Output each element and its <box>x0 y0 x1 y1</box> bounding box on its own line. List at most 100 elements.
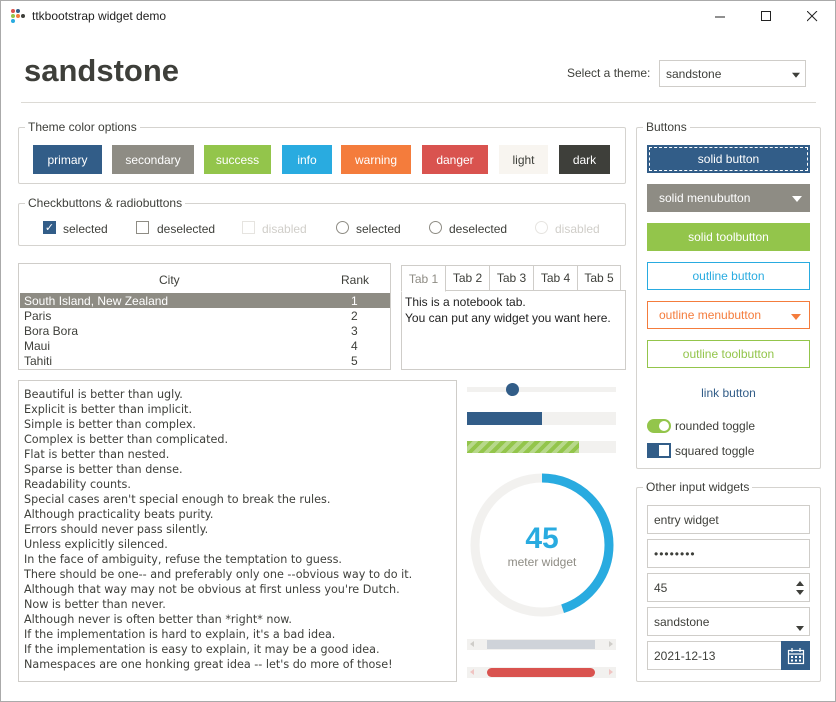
city-cell: Bora Bora <box>24 324 79 338</box>
outline-menubutton[interactable]: outline menubutton <box>647 301 810 329</box>
table-row[interactable]: South Island, New Zealand 1 <box>20 293 390 308</box>
radio-disabled-label: disabled <box>555 222 600 236</box>
tab-5[interactable]: Tab 5 <box>577 265 621 291</box>
table-row[interactable]: Paris 2 <box>20 308 390 323</box>
table-row[interactable]: Bora Bora 3 <box>20 323 390 338</box>
spinbox-value: 45 <box>654 580 668 595</box>
color-button-info[interactable]: info <box>282 145 332 174</box>
checks-title: Checkbuttons & radiobuttons <box>25 196 186 210</box>
password-value: •••••••• <box>654 546 696 561</box>
radio-deselected[interactable] <box>429 221 442 234</box>
city-cell: Tahiti <box>24 354 53 368</box>
spin-up-icon[interactable] <box>796 581 804 586</box>
color-button-primary[interactable]: primary <box>33 145 102 174</box>
text-line: Flat is better than nested. <box>24 448 170 461</box>
theme-select-combo[interactable]: sandstone <box>659 60 806 87</box>
text-line: Now is better than never. <box>24 598 166 611</box>
scroll-left-icon[interactable] <box>470 669 474 675</box>
rank-cell: 4 <box>351 339 358 353</box>
color-button-warning[interactable]: warning <box>341 145 411 174</box>
radio-selected-label: selected <box>356 222 401 236</box>
scale-track[interactable] <box>467 387 616 392</box>
scrollbar-thumb[interactable] <box>487 640 595 649</box>
rank-cell: 2 <box>351 309 358 323</box>
maximize-button[interactable] <box>743 1 789 32</box>
checks-frame: Checkbuttons & radiobuttons <box>18 196 626 246</box>
chevron-down-icon <box>791 314 801 320</box>
tab-3[interactable]: Tab 3 <box>489 265 534 291</box>
minimize-button[interactable] <box>697 1 743 32</box>
progressbar <box>467 412 616 425</box>
checkbox-selected[interactable]: ✓ <box>43 221 56 234</box>
color-button-light[interactable]: light <box>499 145 548 174</box>
chevron-down-icon <box>792 72 800 78</box>
combobox-value: sandstone <box>654 614 710 629</box>
column-header-rank[interactable]: Rank <box>341 273 370 287</box>
solid-menubutton-label: solid menubutton <box>659 191 751 205</box>
table-row[interactable]: Maui 4 <box>20 338 390 353</box>
text-line: Special cases aren't special enough to b… <box>24 493 331 506</box>
chevron-down-icon <box>796 626 804 631</box>
column-header-city[interactable]: City <box>159 273 180 287</box>
table-row[interactable]: Tahiti 5 <box>20 353 390 368</box>
outline-button[interactable]: outline button <box>647 262 810 290</box>
toggle-knob <box>659 445 669 456</box>
meter-arc <box>470 473 614 617</box>
password-field[interactable]: •••••••• <box>647 539 810 568</box>
radio-selected[interactable] <box>336 221 349 234</box>
text-line: Complex is better than complicated. <box>24 433 229 446</box>
close-button[interactable] <box>789 1 835 32</box>
meter-value: 45 <box>525 522 559 555</box>
checkbox-deselected-label: deselected <box>157 222 216 236</box>
solid-button[interactable]: solid button <box>647 145 810 173</box>
striped-progressbar-fill <box>467 441 579 453</box>
date-entry[interactable]: 2021-12-13 <box>647 641 782 670</box>
scrollbar-thumb[interactable] <box>487 668 595 677</box>
text-line: Errors should never pass silently. <box>24 523 209 536</box>
combobox[interactable]: sandstone <box>647 607 810 636</box>
zen-text-area[interactable] <box>18 380 457 682</box>
city-table[interactable]: City Rank South Island, New Zealand 1 Pari… <box>18 263 391 370</box>
theme-colors-frame: Theme color options <box>18 120 626 184</box>
squared-toggle[interactable] <box>647 443 671 458</box>
outline-toolbutton[interactable]: outline toolbutton <box>647 340 810 368</box>
color-button-success[interactable]: success <box>204 145 271 174</box>
color-button-secondary[interactable]: secondary <box>112 145 194 174</box>
solid-toolbutton[interactable]: solid toolbutton <box>647 223 810 251</box>
window-title: ttkbootstrap widget demo <box>32 9 167 23</box>
color-button-danger[interactable]: danger <box>422 145 488 174</box>
spinbox[interactable]: 45 <box>647 573 810 602</box>
radio-deselected-label: deselected <box>449 222 508 236</box>
date-picker-button[interactable] <box>781 641 810 670</box>
close-icon <box>806 11 817 22</box>
rounded-toggle[interactable] <box>647 419 671 433</box>
city-cell: Paris <box>24 309 52 323</box>
calendar-icon <box>787 647 804 664</box>
entry-widget[interactable]: entry widget <box>647 505 810 534</box>
link-button[interactable]: link button <box>701 386 756 400</box>
color-button-dark[interactable]: dark <box>559 145 610 174</box>
scale-handle[interactable] <box>505 383 519 396</box>
rounded-scrollbar[interactable] <box>467 667 616 678</box>
rank-cell: 1 <box>351 294 358 308</box>
city-cell: Maui <box>24 339 51 353</box>
text-line: There should be one-- and preferably onl… <box>24 568 413 581</box>
maximize-icon <box>760 11 771 21</box>
text-line: Although that way may not be obvious at … <box>24 583 400 596</box>
checkbox-disabled <box>242 221 255 234</box>
scroll-right-icon[interactable] <box>609 641 613 647</box>
tab-1[interactable]: Tab 1 <box>401 265 446 292</box>
spin-down-icon[interactable] <box>796 590 804 595</box>
outline-menubutton-label: outline menubutton <box>659 308 762 322</box>
scroll-right-icon[interactable] <box>609 669 613 675</box>
horizontal-scrollbar[interactable] <box>467 639 616 650</box>
tab-4[interactable]: Tab 4 <box>533 265 578 291</box>
solid-menubutton[interactable]: solid menubutton <box>647 184 810 212</box>
notebook-pane <box>401 290 626 370</box>
checkbox-deselected[interactable] <box>136 221 149 234</box>
tab-2[interactable]: Tab 2 <box>445 265 490 291</box>
inputs-frame: Other input widgets <box>636 480 821 682</box>
scroll-left-icon[interactable] <box>470 641 474 647</box>
entry-widget-value: entry widget <box>654 512 719 527</box>
